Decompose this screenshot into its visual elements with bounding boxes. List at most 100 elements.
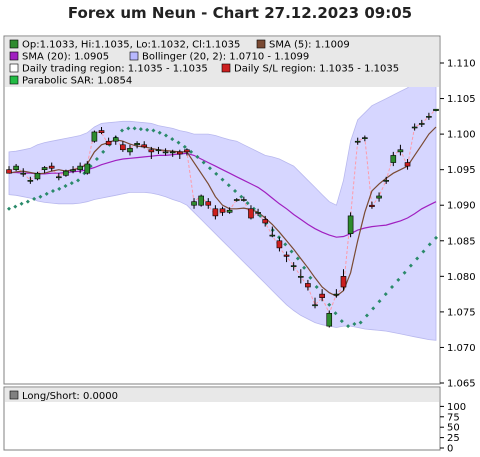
candle-body	[13, 165, 19, 170]
psar-dot	[233, 189, 238, 193]
psar-dot	[201, 160, 206, 165]
y-tick-label: 1.065	[447, 379, 476, 390]
candle-body	[347, 215, 354, 234]
psar-dot	[339, 319, 344, 324]
candle-body	[305, 283, 311, 288]
candle-body	[63, 170, 69, 176]
candle-body	[191, 201, 197, 206]
psar-dot	[163, 133, 168, 138]
y-tick-label: 1.100	[447, 130, 476, 141]
candle-body	[120, 144, 126, 151]
candle-body	[418, 123, 425, 125]
candle-body	[98, 130, 105, 133]
candle-body	[70, 169, 76, 172]
candle-body	[376, 195, 382, 199]
y-tick-label: 1.080	[447, 272, 476, 283]
psar-dot	[101, 149, 106, 154]
legend-sma5-swatch	[256, 39, 266, 49]
psar-dot	[157, 130, 162, 135]
psar-dot	[170, 137, 175, 142]
psar-dot	[151, 128, 156, 133]
candle-body	[276, 240, 283, 249]
psar-dot	[69, 181, 74, 186]
candle-body	[77, 165, 83, 170]
bollinger-area	[8, 63, 437, 341]
psar-dot	[195, 154, 200, 159]
lower-y-tick-label: 75	[447, 412, 460, 423]
candle-body	[312, 304, 318, 307]
candle-body	[212, 208, 219, 217]
candle-body	[48, 165, 55, 169]
bollinger-bands	[8, 63, 437, 341]
psar-dot	[63, 184, 68, 189]
psar-dot	[239, 194, 244, 199]
psar-dot	[295, 256, 300, 261]
legend-trading-swatch	[9, 63, 19, 73]
candle-body	[34, 172, 41, 180]
psar-dot	[333, 311, 338, 316]
y-tick-label: 1.075	[447, 307, 476, 318]
psar-dot	[32, 196, 37, 201]
candle-body	[148, 149, 155, 153]
legend-long-short-swatch	[9, 390, 19, 400]
psar-dot	[346, 324, 351, 329]
psar-dot	[245, 201, 250, 206]
candle-body	[340, 276, 347, 288]
psar-dot	[94, 157, 99, 161]
psar-dot	[371, 306, 376, 311]
lower-y-tick-label: 100	[447, 402, 466, 413]
candle-body	[404, 162, 411, 167]
legend-box	[5, 37, 439, 87]
psar-dot	[358, 320, 363, 325]
candle-body	[283, 254, 290, 257]
psar-dot	[182, 144, 187, 149]
psar-dot	[364, 313, 369, 318]
legend-long-short: Long/Short: 0.0000	[22, 391, 118, 402]
psar-dot	[427, 242, 432, 247]
psar-dot	[258, 213, 263, 218]
psar-dot	[226, 183, 231, 188]
psar-dot	[138, 127, 143, 132]
y-tick-label: 1.070	[447, 343, 476, 354]
legend-ohlc-swatch	[9, 39, 19, 49]
legend-daily-sl-region: Daily S/L region: 1.1035 - 1.1035	[234, 64, 399, 75]
psar-dot	[189, 149, 194, 154]
candle-body	[369, 204, 375, 207]
candle-body	[290, 265, 297, 267]
legend-sma20-swatch	[9, 51, 19, 61]
psar-dot	[57, 186, 62, 191]
psar-dot	[145, 127, 150, 132]
candle-body	[155, 149, 162, 152]
psar-dot	[383, 292, 388, 297]
candle-body	[169, 151, 176, 154]
legend-ohlc: Op:1.1033, Hi:1.1035, Lo:1.1032, Cl:1.10…	[22, 40, 240, 51]
candle-body	[326, 313, 333, 327]
legend-sma5: SMA (5): 1.1009	[269, 40, 350, 51]
psar-dot	[434, 235, 438, 240]
psar-dot	[76, 178, 81, 183]
candle-body	[141, 144, 148, 148]
psar-dot	[50, 189, 55, 193]
lower-y-tick-label: 50	[447, 423, 460, 434]
psar-dot	[408, 263, 413, 268]
psar-dot	[132, 126, 137, 131]
candle-body	[297, 276, 304, 278]
candle-body	[269, 234, 276, 237]
lower-y-tick-label: 25	[447, 433, 460, 444]
psar-dot	[377, 299, 382, 304]
candle-body	[27, 180, 34, 182]
candle-body	[20, 172, 27, 175]
legend-daily-trading-region: Daily trading region: 1.1035 - 1.1035	[22, 64, 208, 75]
psar-dot	[126, 126, 131, 131]
candle-body	[84, 163, 91, 174]
candle-body	[333, 293, 340, 296]
candle-body	[184, 149, 190, 153]
legend-psar: Parabolic SAR: 1.0854	[22, 76, 132, 87]
candle-body	[198, 195, 204, 206]
candle-body	[426, 116, 432, 118]
legend-sl-swatch	[221, 63, 231, 73]
psar-dot	[13, 204, 18, 209]
lower-legend-box	[5, 388, 439, 402]
candle-body	[233, 199, 240, 201]
